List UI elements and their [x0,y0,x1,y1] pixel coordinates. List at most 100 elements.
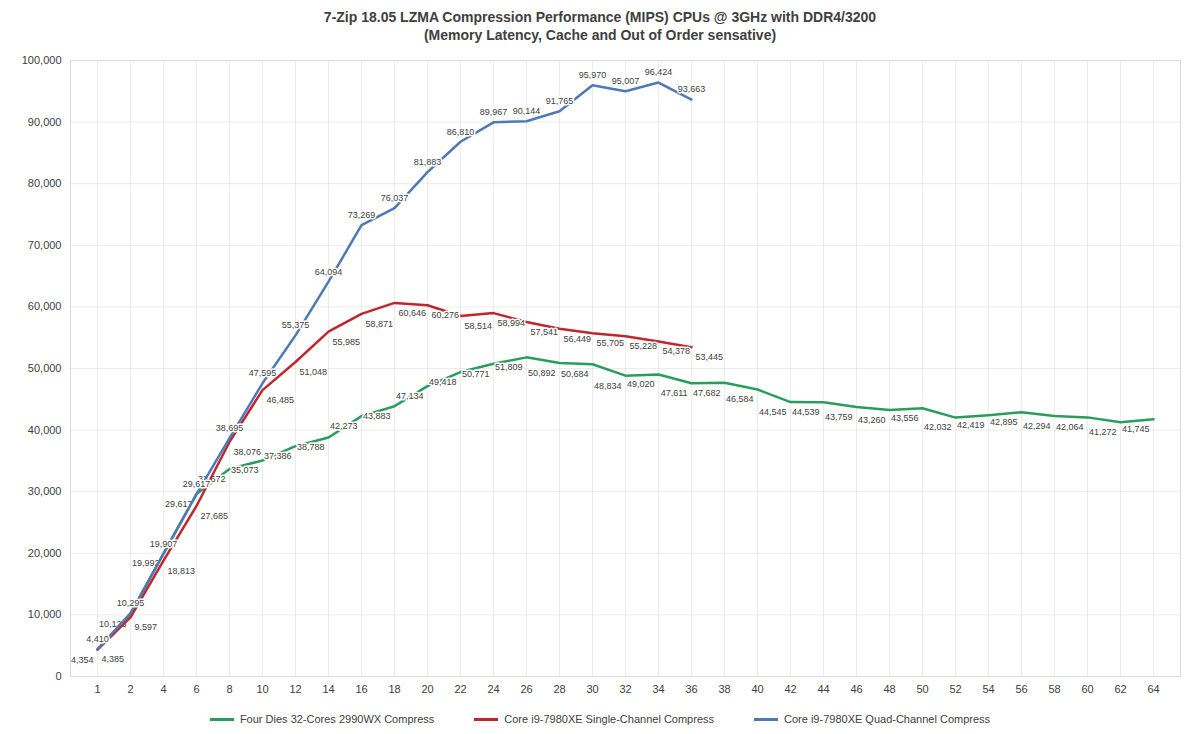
svg-text:38,788: 38,788 [297,442,325,452]
svg-text:24: 24 [487,683,499,695]
svg-text:49,020: 49,020 [627,379,655,389]
svg-text:54,378: 54,378 [663,346,691,356]
svg-text:55,705: 55,705 [597,338,625,348]
svg-text:38,695: 38,695 [216,423,244,433]
svg-text:0: 0 [55,670,61,682]
svg-text:44,539: 44,539 [792,407,820,417]
svg-text:64: 64 [1147,683,1159,695]
svg-text:47,134: 47,134 [396,391,424,401]
svg-text:22: 22 [454,683,466,695]
svg-text:89,967: 89,967 [480,107,508,117]
svg-text:46: 46 [850,683,862,695]
svg-text:54: 54 [982,683,994,695]
svg-text:8: 8 [226,683,232,695]
svg-text:60: 60 [1081,683,1093,695]
svg-text:96,424: 96,424 [645,67,673,77]
svg-text:48,834: 48,834 [594,381,622,391]
svg-text:10,000: 10,000 [28,608,62,620]
svg-text:95,970: 95,970 [579,70,607,80]
svg-text:29,617: 29,617 [183,479,211,489]
svg-text:52: 52 [949,683,961,695]
svg-text:14: 14 [322,683,334,695]
svg-text:86,810: 86,810 [447,127,475,137]
svg-text:58,871: 58,871 [366,319,394,329]
svg-text:34: 34 [652,683,664,695]
svg-text:93,663: 93,663 [678,84,706,94]
svg-text:19,907: 19,907 [150,539,178,549]
svg-text:2: 2 [127,683,133,695]
svg-text:43,556: 43,556 [891,413,919,423]
svg-text:35,073: 35,073 [231,465,259,475]
svg-text:37,386: 37,386 [264,451,292,461]
svg-text:4: 4 [160,683,166,695]
svg-text:30: 30 [586,683,598,695]
svg-text:10: 10 [256,683,268,695]
svg-text:42: 42 [784,683,796,695]
svg-text:53,445: 53,445 [696,352,724,362]
svg-text:43,759: 43,759 [825,412,853,422]
svg-text:50,000: 50,000 [28,362,62,374]
svg-text:20,000: 20,000 [28,547,62,559]
svg-text:42,064: 42,064 [1056,422,1084,432]
svg-text:6: 6 [193,683,199,695]
svg-text:18: 18 [388,683,400,695]
svg-text:18,813: 18,813 [168,565,196,575]
svg-text:28: 28 [553,683,565,695]
svg-text:42,895: 42,895 [990,417,1018,427]
svg-text:26: 26 [520,683,532,695]
svg-text:49,418: 49,418 [429,377,457,387]
svg-text:47,611: 47,611 [661,388,688,398]
svg-text:9,597: 9,597 [135,622,158,632]
svg-text:47,682: 47,682 [693,388,721,398]
svg-text:70,000: 70,000 [28,239,62,251]
svg-text:44: 44 [817,683,829,695]
svg-text:81,883: 81,883 [414,157,442,167]
svg-text:51,809: 51,809 [495,362,523,372]
svg-text:12: 12 [289,683,301,695]
svg-text:51,048: 51,048 [300,367,328,377]
svg-text:41,272: 41,272 [1089,427,1117,437]
svg-text:76,037: 76,037 [381,193,409,203]
svg-text:27,685: 27,685 [201,511,229,521]
svg-text:56,449: 56,449 [564,334,592,344]
svg-text:56: 56 [1015,683,1027,695]
svg-text:62: 62 [1114,683,1126,695]
svg-text:91,765: 91,765 [546,96,574,106]
svg-text:40: 40 [751,683,763,695]
svg-text:60,276: 60,276 [432,310,460,320]
svg-text:46,485: 46,485 [267,395,295,405]
svg-text:4,410: 4,410 [86,634,109,644]
svg-text:58,994: 58,994 [498,318,526,328]
svg-text:4,354: 4,354 [71,655,94,665]
svg-text:60,646: 60,646 [399,308,427,318]
svg-text:60,000: 60,000 [28,300,62,312]
svg-text:4,385: 4,385 [102,654,125,664]
svg-text:43,883: 43,883 [363,411,391,421]
svg-text:50,771: 50,771 [462,369,490,379]
svg-text:100,000: 100,000 [22,54,62,66]
svg-text:30,000: 30,000 [28,485,62,497]
svg-text:73,269: 73,269 [348,210,376,220]
svg-text:16: 16 [355,683,367,695]
svg-text:50: 50 [916,683,928,695]
svg-text:95,007: 95,007 [612,76,640,86]
svg-text:44,545: 44,545 [759,407,787,417]
svg-text:55,375: 55,375 [282,320,310,330]
svg-text:41,745: 41,745 [1122,424,1150,434]
svg-text:48: 48 [883,683,895,695]
svg-text:80,000: 80,000 [28,177,62,189]
svg-text:42,032: 42,032 [924,422,952,432]
svg-text:42,273: 42,273 [330,421,358,431]
svg-text:90,144: 90,144 [513,106,541,116]
svg-text:36: 36 [685,683,697,695]
svg-text:46,584: 46,584 [726,394,754,404]
svg-text:20: 20 [421,683,433,695]
svg-text:57,541: 57,541 [531,327,559,337]
svg-text:58,514: 58,514 [465,321,493,331]
svg-text:50,684: 50,684 [561,369,589,379]
svg-text:42,419: 42,419 [957,420,985,430]
svg-text:90,000: 90,000 [28,116,62,128]
svg-text:47,595: 47,595 [249,368,277,378]
svg-text:43,260: 43,260 [858,415,886,425]
svg-text:40,000: 40,000 [28,424,62,436]
